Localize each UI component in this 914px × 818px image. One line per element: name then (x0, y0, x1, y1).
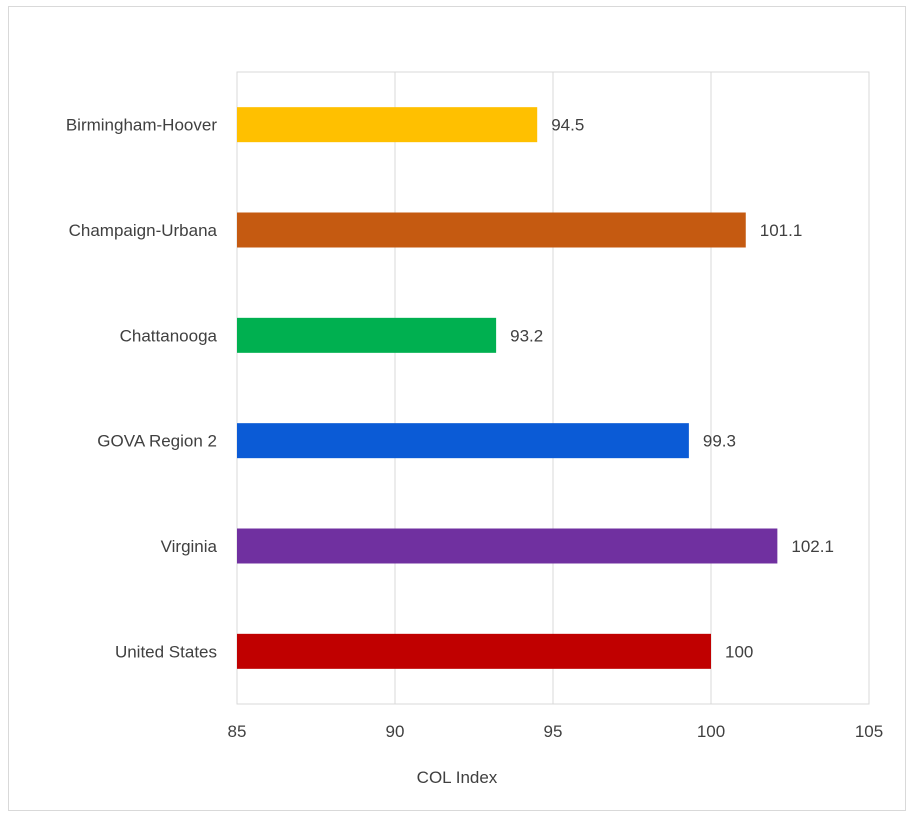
category-label: Virginia (161, 537, 218, 556)
bar (237, 317, 497, 353)
data-label: 99.3 (703, 432, 736, 451)
x-tick-label: 100 (697, 722, 725, 741)
x-tick-label: 95 (544, 722, 563, 741)
category-label: GOVA Region 2 (97, 432, 217, 451)
x-tick-label: 105 (855, 722, 883, 741)
x-tick-labels: 85 90 95 100 105 (228, 722, 884, 741)
bar (237, 423, 689, 459)
bar (237, 212, 746, 248)
data-label: 101.1 (760, 221, 803, 240)
data-label: 93.2 (510, 326, 543, 345)
x-tick-label: 85 (228, 722, 247, 741)
category-labels: Birmingham-Hoover Champaign-Urbana Chattan… (66, 116, 218, 662)
bar (237, 107, 538, 143)
category-label: Chattanooga (120, 326, 218, 345)
bar (237, 528, 778, 564)
x-tick-label: 90 (386, 722, 405, 741)
data-label: 94.5 (551, 116, 584, 135)
data-label: 100 (725, 642, 753, 661)
x-axis-title: COL Index (417, 768, 498, 787)
data-labels: 94.5 101.1 93.2 99.3 102.1 100 (510, 116, 834, 662)
data-label: 102.1 (791, 537, 834, 556)
bar (237, 633, 711, 669)
category-label: Champaign-Urbana (69, 221, 218, 240)
category-label: Birmingham-Hoover (66, 116, 217, 135)
bars (237, 107, 778, 669)
gridlines (236, 71, 870, 705)
category-label: United States (115, 642, 217, 661)
